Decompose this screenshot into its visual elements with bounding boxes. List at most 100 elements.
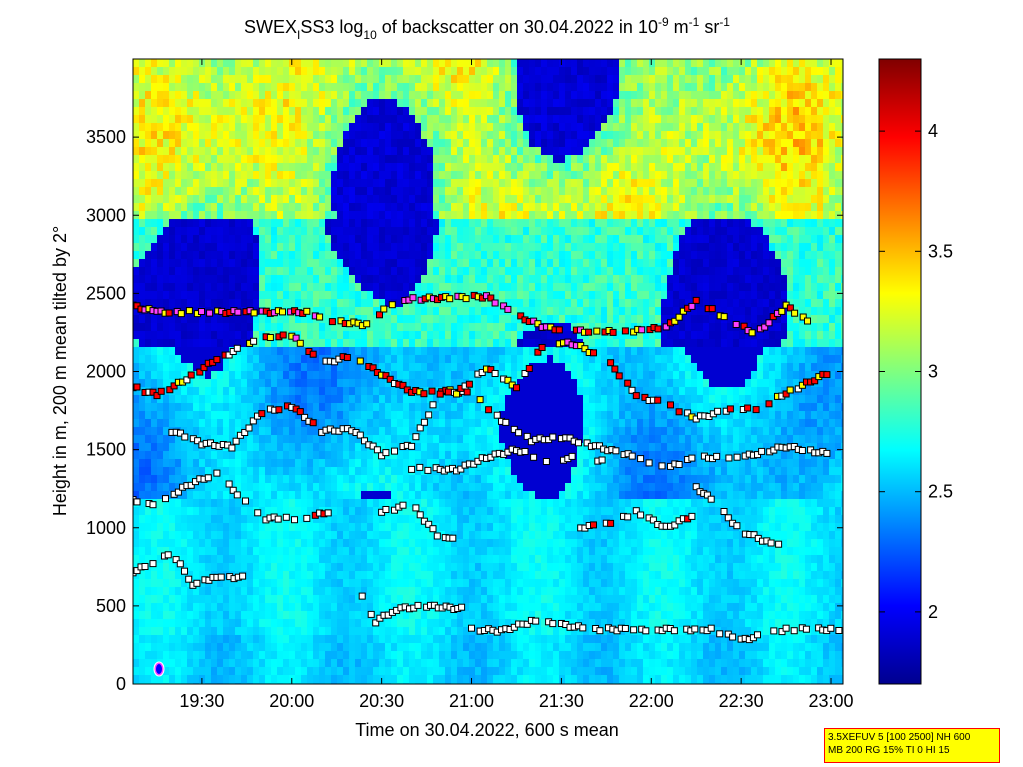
- heatmap-cell: [439, 59, 446, 68]
- heatmap-cell: [349, 339, 356, 348]
- heatmap-cell: [385, 123, 392, 132]
- heatmap-cell: [355, 235, 362, 244]
- heatmap-cell: [385, 203, 392, 212]
- heatmap-cell: [487, 251, 494, 260]
- heatmap-cell: [379, 259, 386, 268]
- heatmap-cell: [547, 179, 554, 188]
- heatmap-cell: [259, 275, 266, 284]
- heatmap-cell: [763, 339, 770, 348]
- heatmap-cell: [643, 235, 650, 244]
- heatmap-cell: [361, 187, 368, 196]
- heatmap-cell: [463, 67, 470, 76]
- heatmap-cell: [397, 371, 404, 380]
- heatmap-cell: [199, 267, 206, 276]
- heatmap-cell: [337, 203, 344, 212]
- heatmap-cell: [733, 115, 740, 124]
- heatmap-cell: [463, 267, 470, 276]
- heatmap-cell: [439, 179, 446, 188]
- heatmap-cell: [427, 59, 434, 68]
- heatmap-cell: [553, 275, 560, 284]
- heatmap-cell: [745, 83, 752, 92]
- heatmap-cell: [379, 107, 386, 116]
- heatmap-cell: [157, 67, 164, 76]
- heatmap-cell: [793, 227, 800, 236]
- heatmap-cell: [301, 379, 308, 388]
- heatmap-cell: [841, 147, 843, 156]
- heatmap-cell: [823, 291, 830, 300]
- heatmap-cell: [601, 387, 608, 396]
- heatmap-cell: [433, 323, 440, 332]
- heatmap-cell: [781, 243, 788, 252]
- heatmap-cell: [337, 147, 344, 156]
- heatmap-cell: [733, 371, 740, 380]
- heatmap-cell: [553, 107, 560, 116]
- heatmap-cell: [265, 203, 272, 212]
- heatmap-cell: [133, 219, 140, 228]
- heatmap-cell: [523, 75, 530, 84]
- heatmap-cell: [379, 227, 386, 236]
- heatmap-cell: [397, 195, 404, 204]
- heatmap-cell: [283, 275, 290, 284]
- heatmap-cell: [403, 99, 410, 108]
- heatmap-cell: [673, 355, 680, 364]
- heatmap-cell: [175, 243, 182, 252]
- heatmap-cell: [793, 355, 800, 364]
- heatmap-cell: [829, 323, 836, 332]
- heatmap-cell: [535, 331, 542, 340]
- heatmap-cell: [193, 363, 200, 372]
- heatmap-cell: [307, 83, 314, 92]
- heatmap-cell: [787, 203, 794, 212]
- heatmap-cell: [259, 251, 266, 260]
- heatmap-cell: [487, 315, 494, 324]
- heatmap-cell: [607, 315, 614, 324]
- heatmap-cell: [205, 283, 212, 292]
- heatmap-cell: [403, 331, 410, 340]
- heatmap-cell: [163, 227, 170, 236]
- heatmap-cell: [577, 107, 584, 116]
- heatmap-cell: [145, 203, 152, 212]
- heatmap-cell: [571, 211, 578, 220]
- heatmap-cell: [433, 75, 440, 84]
- heatmap-cell: [589, 187, 596, 196]
- heatmap-cell: [661, 283, 668, 292]
- heatmap-cell: [355, 251, 362, 260]
- heatmap-cell: [343, 315, 350, 324]
- heatmap-cell: [829, 67, 836, 76]
- heatmap-cell: [517, 379, 524, 388]
- heatmap-cell: [703, 83, 710, 92]
- heatmap-cell: [559, 67, 566, 76]
- heatmap-cell: [145, 331, 152, 340]
- heatmap-cell: [265, 379, 272, 388]
- heatmap-cell: [265, 195, 272, 204]
- heatmap-cell: [493, 235, 500, 244]
- heatmap-cell: [829, 347, 836, 356]
- heatmap-cell: [643, 59, 650, 68]
- heatmap-cell: [343, 307, 350, 316]
- heatmap-cell: [409, 203, 416, 212]
- heatmap-cell: [607, 299, 614, 308]
- heatmap-cell: [523, 203, 530, 212]
- heatmap-area: [133, 59, 843, 684]
- heatmap-cell: [703, 219, 710, 228]
- heatmap-cell: [553, 299, 560, 308]
- heatmap-cell: [313, 275, 320, 284]
- heatmap-cell: [253, 123, 260, 132]
- heatmap-cell: [625, 107, 632, 116]
- heatmap-cell: [553, 347, 560, 356]
- heatmap-cell: [841, 179, 843, 188]
- heatmap-cell: [133, 99, 140, 108]
- heatmap-cell: [175, 251, 182, 260]
- heatmap-cell: [739, 259, 746, 268]
- heatmap-cell: [337, 275, 344, 284]
- heatmap-cell: [169, 59, 176, 68]
- heatmap-cell: [427, 219, 434, 228]
- heatmap-cell: [739, 243, 746, 252]
- heatmap-cell: [799, 371, 806, 380]
- heatmap-cell: [649, 227, 656, 236]
- heatmap-cell: [505, 323, 512, 332]
- heatmap-cell: [187, 363, 194, 372]
- heatmap-cell: [817, 75, 824, 84]
- heatmap-cell: [307, 99, 314, 108]
- heatmap-cell: [385, 59, 392, 68]
- heatmap-cell: [529, 291, 536, 300]
